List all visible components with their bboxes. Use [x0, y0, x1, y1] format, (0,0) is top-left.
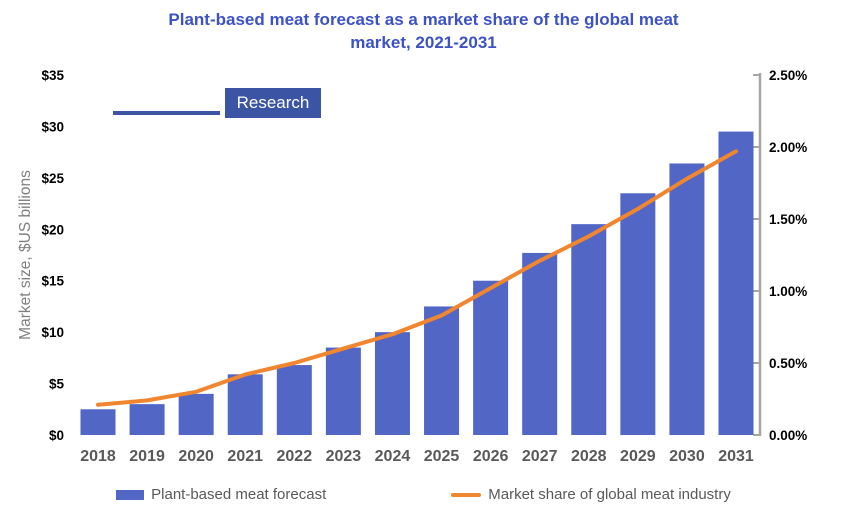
logo-text: Research — [236, 93, 310, 112]
right-axis-tick-label: 1.00% — [769, 284, 807, 299]
x-axis-label-2020: 2020 — [178, 448, 214, 465]
bar-2030 — [669, 163, 705, 435]
bar-2025 — [424, 306, 460, 435]
x-axis-label-2023: 2023 — [326, 448, 362, 465]
bar-2023 — [325, 347, 361, 435]
chart-title: Plant-based meat forecast as a market sh… — [0, 9, 847, 55]
legend-line-swatch — [451, 492, 482, 497]
legend-item-bars: Plant-based meat forecast — [116, 486, 326, 503]
bar-2020 — [178, 393, 214, 435]
x-axis-label-2026: 2026 — [473, 448, 509, 465]
x-axis-label-2018: 2018 — [80, 448, 116, 465]
bar-2024 — [374, 332, 410, 435]
logo-underline — [113, 111, 220, 115]
y-axis-tick-label: $5 — [49, 377, 65, 392]
legend: Plant-based meat forecast Market share o… — [0, 486, 847, 503]
x-axis-label-2021: 2021 — [227, 448, 263, 465]
x-axis-label-2028: 2028 — [571, 448, 607, 465]
x-axis-label-2030: 2030 — [669, 448, 705, 465]
bar-2026 — [473, 280, 509, 435]
y-axis-tick-label: $30 — [41, 119, 64, 134]
y-axis-tick-label: $25 — [41, 171, 64, 186]
y-axis-tick-label: $35 — [41, 68, 64, 83]
right-axis-tick-label: 0.50% — [769, 356, 807, 371]
x-axis-label-2031: 2031 — [718, 448, 754, 465]
x-axis-label-2019: 2019 — [129, 448, 165, 465]
bar-2031 — [718, 131, 754, 436]
market-share-line — [96, 149, 738, 407]
bar-2018 — [80, 409, 116, 435]
chart-title-line-2: market, 2021-2031 — [350, 32, 497, 52]
y-axis-tick-label: $10 — [41, 325, 64, 340]
right-axis-tick-label: 2.50% — [769, 68, 807, 83]
bar-2019 — [129, 404, 165, 435]
x-axis-label-2025: 2025 — [424, 448, 460, 465]
legend-item-line: Market share of global meat industry — [451, 486, 731, 503]
right-axis-tick-label: 2.00% — [769, 140, 807, 155]
x-axis-label-2022: 2022 — [277, 448, 313, 465]
y-axis-title: Market size, $US billions — [17, 170, 34, 340]
logo-box: Research — [225, 88, 321, 118]
right-axis-tick-label: 1.50% — [769, 212, 807, 227]
bar-2027 — [522, 252, 558, 435]
bar-2022 — [276, 365, 312, 435]
x-axis-label-2029: 2029 — [620, 448, 656, 465]
bar-2028 — [571, 224, 607, 435]
x-axis-label-2024: 2024 — [375, 448, 411, 465]
legend-bar-swatch — [116, 489, 145, 500]
bar-2029 — [620, 193, 656, 435]
y-axis-tick-label: $0 — [49, 428, 64, 443]
bar-2021 — [227, 374, 263, 435]
right-axis-tick-label: 0.00% — [769, 428, 807, 443]
x-axis-label-2027: 2027 — [522, 448, 558, 465]
y-axis-tick-label: $20 — [41, 222, 64, 237]
y-axis-tick-label: $15 — [41, 274, 64, 289]
chart-title-line-1: Plant-based meat forecast as a market sh… — [168, 10, 679, 29]
legend-line-label: Market share of global meat industry — [488, 486, 731, 503]
legend-bar-label: Plant-based meat forecast — [151, 486, 327, 503]
